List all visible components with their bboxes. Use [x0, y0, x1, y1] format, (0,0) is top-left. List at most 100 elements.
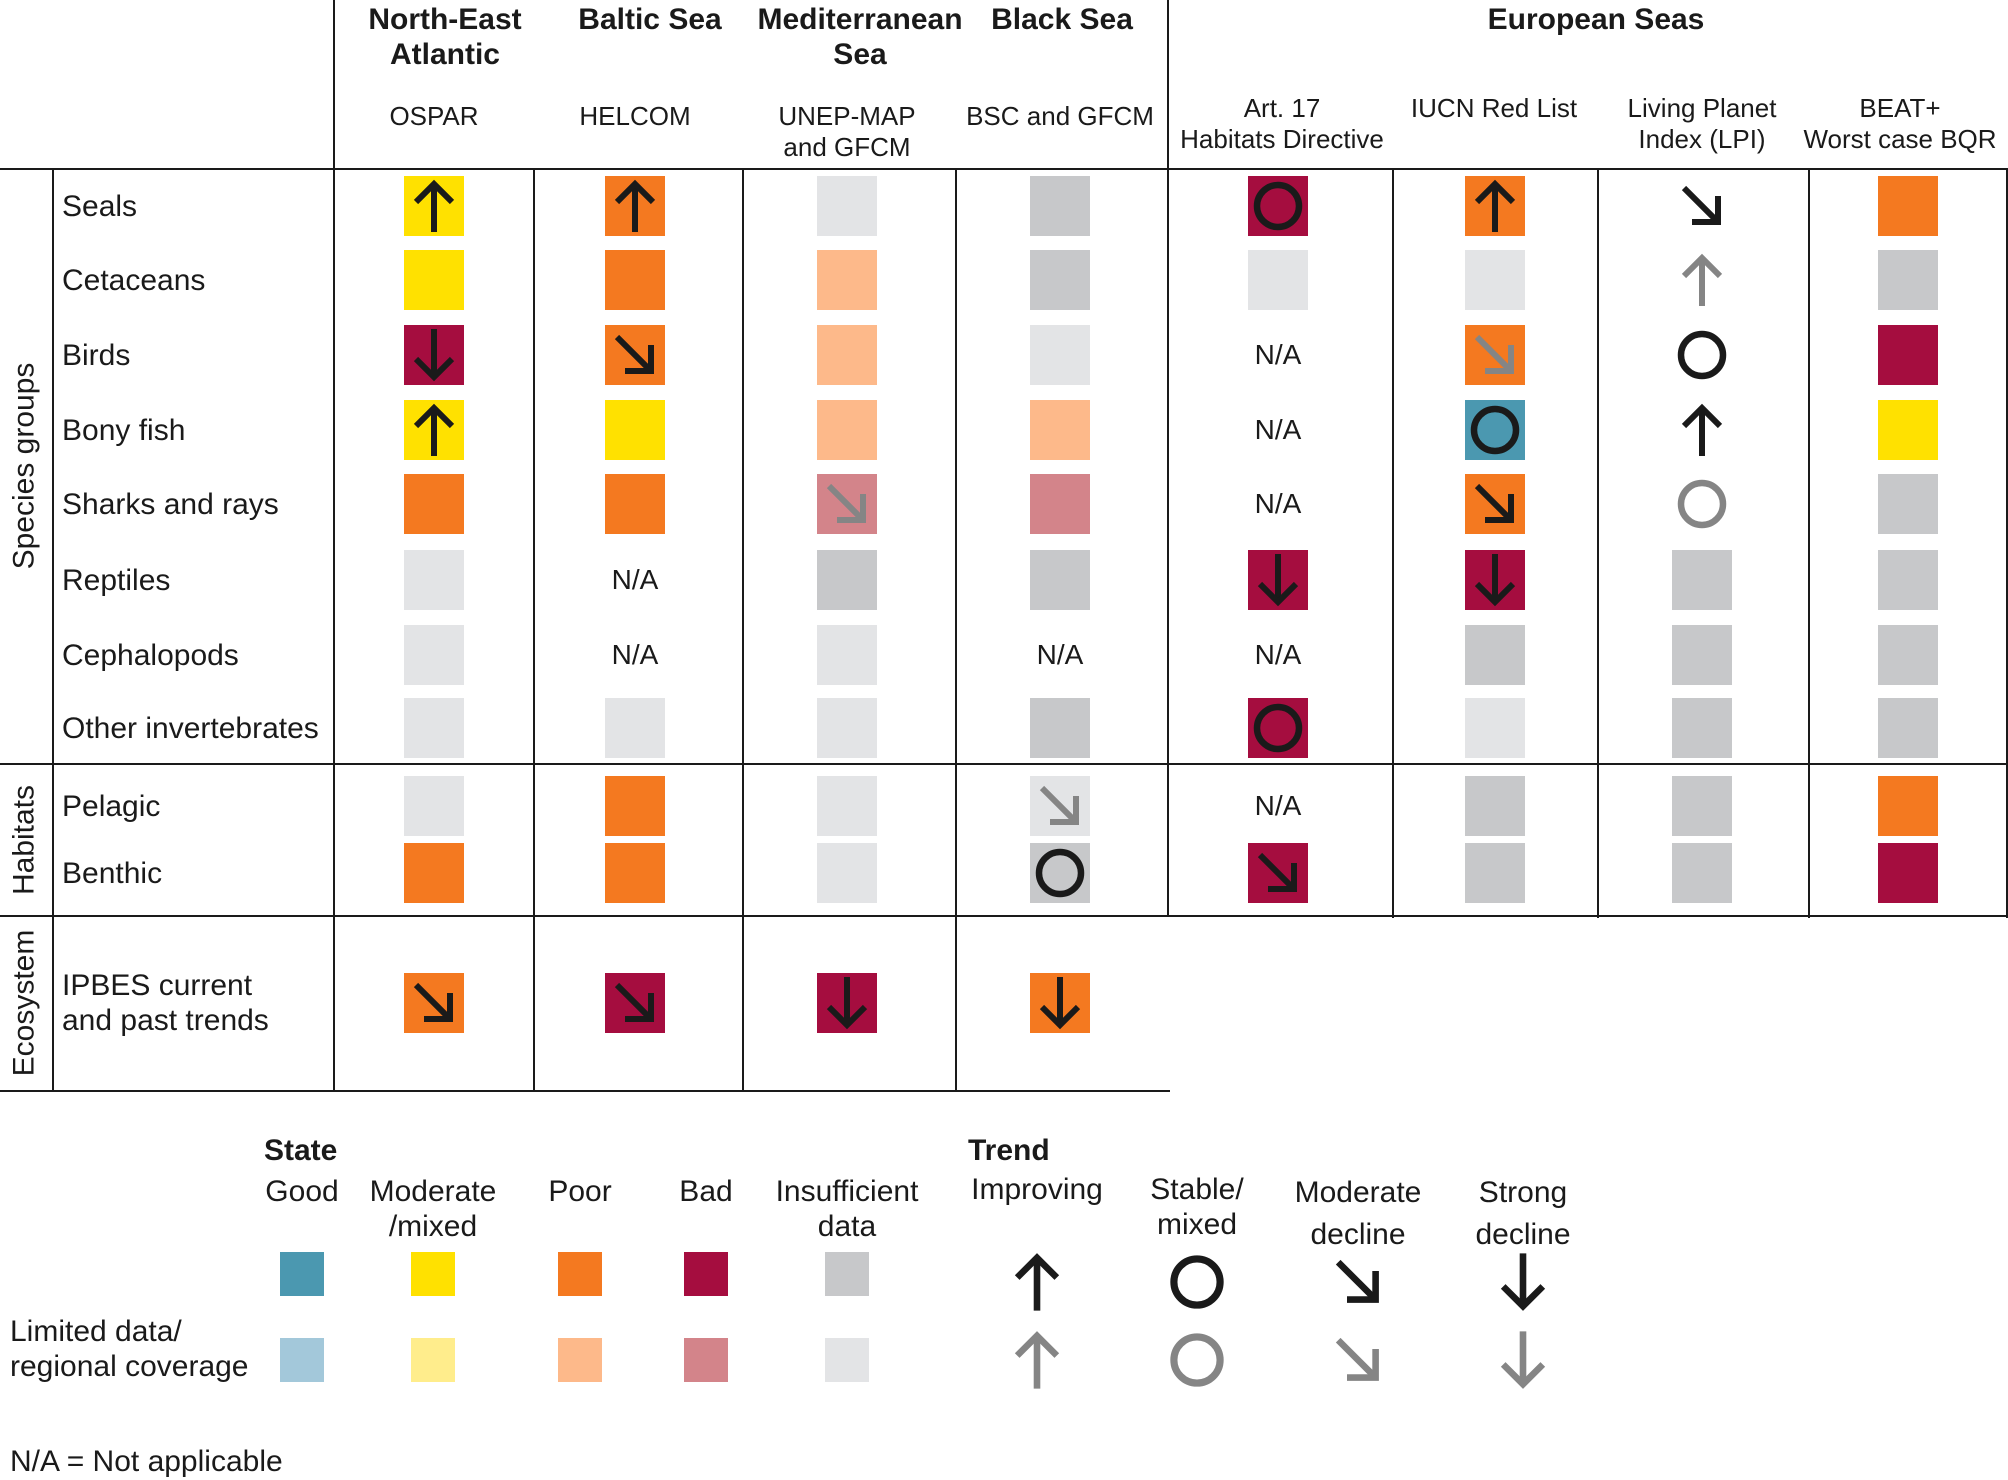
cell-r4-c5: [1465, 474, 1525, 534]
trend-stable-icon: [1035, 848, 1085, 898]
legend-trend-moderate-decline-icon: [1325, 1249, 1391, 1315]
cell-r9-c4: [1248, 843, 1308, 903]
region-header-2: Mediterranean Sea: [757, 3, 963, 71]
legend-trend-label-0: Improving: [971, 1173, 1103, 1206]
region-header-1: Baltic Sea: [578, 3, 722, 36]
row-label-9: Benthic: [62, 856, 163, 890]
cell-r8-c2: [817, 776, 877, 836]
cell-r8-c6: [1672, 776, 1732, 836]
legend-trend-title: Trend: [968, 1134, 1050, 1167]
trend-moderate-decline-icon: [614, 982, 654, 1022]
cell-r8-c3: [1030, 776, 1090, 836]
indicator-label-2: Living Planet Index (LPI): [1627, 93, 1777, 154]
cell-r2-c7: [1878, 325, 1938, 385]
cell-r3-c7: [1878, 400, 1938, 460]
cell-r1-c4: [1248, 250, 1308, 310]
cell-r9-c2: [817, 843, 877, 903]
vline-rowlabels: [333, 0, 335, 1092]
trend-strong-decline-icon: [1039, 977, 1081, 1030]
trend-strong-decline-icon: [826, 977, 868, 1030]
legend-trend-label-1: Stable/mixed: [1150, 1173, 1244, 1241]
trend-stable-icon: [1677, 330, 1727, 380]
legend-state-label-4: Insufficient data: [775, 1175, 919, 1243]
cell-r1-c2: [817, 250, 877, 310]
cell-r4-c3: [1030, 474, 1090, 534]
row-label-2: Birds: [62, 338, 131, 372]
row-group-label-2: Ecosystem: [7, 929, 41, 1077]
legend-swatch-moderate-limited: [411, 1338, 455, 1382]
cell-r0-c5: [1465, 176, 1525, 236]
cell-r9-c1: [605, 843, 665, 903]
legend-trend-stable-icon: [1164, 1249, 1230, 1315]
na-cell: N/A: [1254, 488, 1302, 519]
trend-stable-limited-icon: [1677, 479, 1727, 529]
trend-stable-icon: [1470, 405, 1520, 455]
trend-strong-decline-icon: [413, 329, 455, 382]
row-label-4: Sharks and rays: [62, 487, 279, 521]
cell-r5-c5: [1465, 550, 1525, 610]
cell-r9-c0: [404, 843, 464, 903]
body-label-2: UNEP-MAP and GFCM: [778, 101, 916, 162]
vline-eu-2: [1808, 168, 1810, 918]
trend-moderate-decline-limited-icon: [826, 483, 866, 523]
hline-european-bottom: [1167, 915, 2008, 917]
na-cell: N/A: [1254, 639, 1302, 670]
legend-swatch-bad-limited: [684, 1338, 728, 1382]
trend-improving-icon: [1474, 179, 1516, 232]
cell-r1-c3: [1030, 250, 1090, 310]
legend-state-label-1: Moderate/mixed: [369, 1175, 497, 1243]
vline-col-2: [955, 168, 957, 1092]
cell-r4-c2: [817, 474, 877, 534]
trend-improving-limited-icon: [1681, 253, 1723, 306]
cell-r7-c5: [1465, 698, 1525, 758]
cell-r0-c1: [605, 176, 665, 236]
vline-european: [1167, 0, 1169, 917]
cell-r6-c0: [404, 625, 464, 685]
cell-r7-c2: [817, 698, 877, 758]
legend-swatch-poor: [558, 1252, 602, 1296]
hline-species-habitats: [0, 763, 2008, 765]
cell-r8-c5: [1465, 776, 1525, 836]
cell-r3-c2: [817, 400, 877, 460]
legend-trend-improving-icon: [1004, 1249, 1070, 1315]
row-label-5: Reptiles: [62, 563, 171, 597]
cell-r2-c6: [1672, 325, 1732, 385]
legend-state-label-2: Poor: [548, 1175, 612, 1208]
legend-state-title: State: [264, 1134, 338, 1167]
trend-strong-decline-icon: [1257, 554, 1299, 607]
cell-r5-c4: [1248, 550, 1308, 610]
cell-r3-c1: [605, 400, 665, 460]
cell-r4-c1: [605, 474, 665, 534]
cell-r9-c5: [1465, 843, 1525, 903]
indicator-label-3: BEAT+ Worst case BQR: [1803, 93, 1997, 154]
legend-trend-strong-decline-limited-icon: [1490, 1327, 1556, 1393]
cell-r10-c0: [404, 973, 464, 1033]
cell-r10-c1: [605, 973, 665, 1033]
hline-habitats-ecosystem: [0, 915, 1170, 917]
cell-r9-c7: [1878, 843, 1938, 903]
cell-r4-c0: [404, 474, 464, 534]
row-label-1: Cetaceans: [62, 263, 206, 297]
trend-moderate-decline-icon: [1681, 185, 1721, 225]
hline-header: [0, 168, 2008, 170]
trend-improving-icon: [614, 179, 656, 232]
legend-limited-label: Limited data/regional coverage: [10, 1315, 249, 1383]
cell-r2-c0: [404, 325, 464, 385]
cell-r3-c6: [1672, 400, 1732, 460]
trend-moderate-decline-icon: [614, 334, 654, 374]
trend-improving-icon: [413, 179, 455, 232]
cell-r4-c6: [1672, 474, 1732, 534]
vline-group-labels: [52, 168, 54, 1092]
cell-r0-c3: [1030, 176, 1090, 236]
cell-r5-c2: [817, 550, 877, 610]
legend-swatch-moderate: [411, 1252, 455, 1296]
cell-r7-c0: [404, 698, 464, 758]
legend-swatch-good-limited: [280, 1338, 324, 1382]
trend-moderate-decline-limited-icon: [1474, 334, 1514, 374]
cell-r9-c3: [1030, 843, 1090, 903]
trend-moderate-decline-icon: [1257, 852, 1297, 892]
na-cell: N/A: [1254, 414, 1302, 445]
trend-strong-decline-icon: [1474, 554, 1516, 607]
legend-footnote: N/A = Not applicable: [10, 1445, 283, 1478]
